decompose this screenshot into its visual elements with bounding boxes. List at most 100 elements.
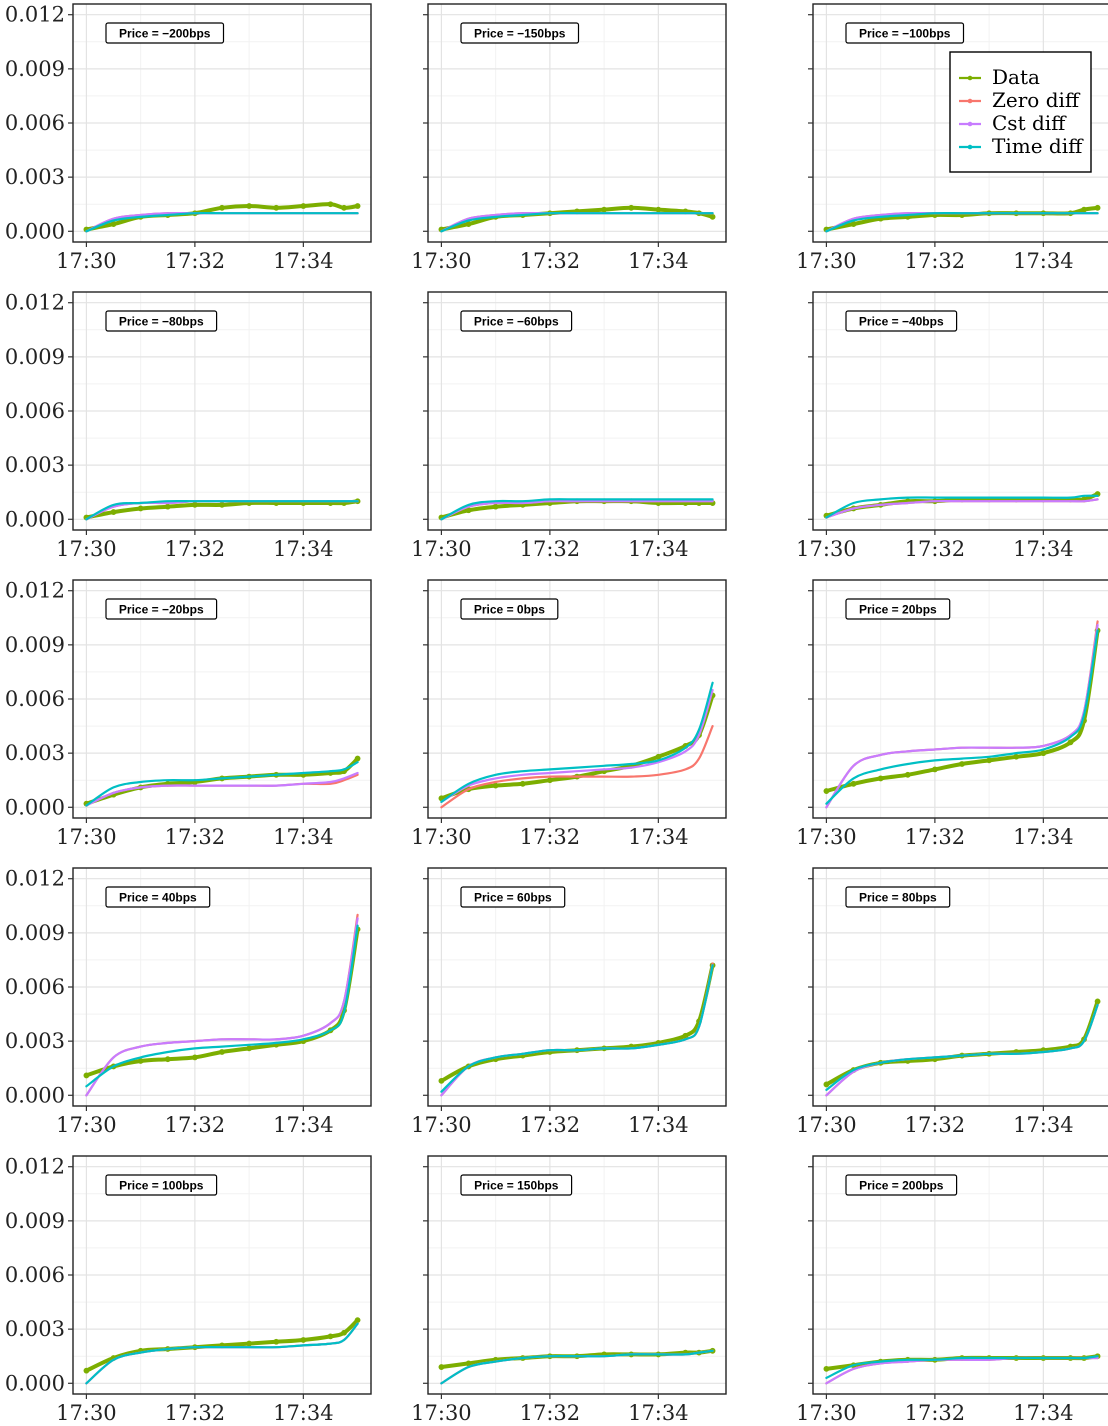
facet-label: Price = −60bps (474, 315, 559, 329)
series-line-time-diff (825, 1355, 1099, 1379)
legend-key-point (967, 75, 973, 81)
facet-panel: 17:30 17:32 17:34 Price = −60bps (411, 291, 727, 561)
x-tick-label: 17:32 (905, 1401, 966, 1425)
series-line-time-diff (440, 964, 714, 1093)
series-line-time-diff (825, 494, 1099, 519)
x-tick-label: 17:32 (165, 1401, 226, 1425)
y-tick-label: 0.009 (5, 633, 65, 657)
facet-panel: 17:30 17:32 17:34 Price = 60bps (411, 867, 727, 1137)
x-tick-label: 17:32 (165, 537, 226, 561)
series-line-data (84, 1318, 360, 1373)
series-line-data (439, 693, 715, 801)
facet-label-box (460, 310, 573, 332)
legend-label: Zero diff (992, 88, 1081, 112)
series-line-time-diff (85, 924, 359, 1088)
facet-panel: 17:30 17:32 17:34 Price = −40bps (796, 291, 1108, 561)
y-tick-label: 0.006 (5, 687, 65, 711)
x-tick-label: 17:34 (1013, 537, 1074, 561)
x-tick-label: 17:32 (905, 1113, 966, 1137)
facet-label: Price = −20bps (119, 603, 204, 617)
series-line-data (84, 499, 360, 520)
series-line-zero-diff (440, 962, 714, 1097)
facet-panel: 17:30 17:32 17:34 0.000 0.003 0.006 0.009 0.012… (5, 867, 372, 1137)
facet-label-box (105, 886, 211, 908)
x-tick-label: 17:34 (628, 249, 689, 273)
facet-panel: 17:30 17:32 17:34 Price = 0bps (411, 579, 727, 849)
x-tick-label: 17:30 (411, 249, 472, 273)
facet-label-box (460, 886, 566, 908)
y-tick-label: 0.006 (5, 975, 65, 999)
series-line-time-diff (825, 629, 1099, 805)
facet-label-box (845, 1174, 958, 1196)
facet-panel: 17:30 17:32 17:34 0.000 0.003 0.006 0.009 0.012… (5, 291, 372, 561)
y-tick-label: 0.000 (5, 1371, 65, 1395)
y-tick-label: 0.003 (5, 165, 65, 189)
facet-label: Price = 0bps (474, 603, 545, 617)
legend-box (949, 51, 1092, 173)
y-tick-label: 0.012 (5, 1155, 65, 1179)
facet-panel: 17:30 17:32 17:34 Price = −150bps (411, 3, 727, 273)
x-tick-label: 17:30 (56, 537, 117, 561)
x-tick-label: 17:30 (796, 1113, 857, 1137)
x-tick-label: 17:34 (628, 1113, 689, 1137)
facet-label: Price = 200bps (859, 1179, 944, 1193)
series-line-cst-diff (85, 917, 359, 1097)
legend-key-point (967, 121, 973, 127)
facet-label-box (845, 598, 951, 620)
series-line-time-diff (85, 1322, 359, 1385)
x-tick-label: 17:30 (411, 825, 472, 849)
y-tick-label: 0.009 (5, 345, 65, 369)
legend-label: Time diff (992, 134, 1084, 158)
y-tick-label: 0.012 (5, 3, 65, 27)
series-line-time-diff (440, 498, 714, 521)
y-tick-label: 0.000 (5, 219, 65, 243)
y-tick-label: 0.003 (5, 1317, 65, 1341)
x-tick-label: 17:34 (1013, 249, 1074, 273)
series-line-cst-diff (440, 499, 714, 521)
x-tick-label: 17:32 (520, 1113, 581, 1137)
series-line-time-diff (440, 681, 714, 803)
facet-panel: 17:30 17:32 17:34 Price = 200bps (796, 1155, 1108, 1425)
facet-label-box (460, 598, 559, 620)
y-tick-label: 0.006 (5, 1263, 65, 1287)
facet-label: Price = 40bps (119, 891, 197, 905)
series-line-time-diff (825, 211, 1099, 233)
facet-panel: 17:30 17:32 17:34 0.000 0.003 0.006 0.009 0.012… (5, 3, 372, 273)
series-line-zero-diff (440, 725, 714, 809)
facet-panel: 17:30 17:32 17:34 Price = 150bps (411, 1155, 727, 1425)
y-tick-label: 0.012 (5, 867, 65, 891)
facet-label-box (845, 886, 951, 908)
x-tick-label: 17:30 (56, 825, 117, 849)
legend-key-point (967, 144, 973, 150)
y-tick-label: 0.012 (5, 291, 65, 315)
facet-label: Price = −40bps (859, 315, 944, 329)
series-line-cst-diff (440, 964, 714, 1097)
y-tick-label: 0.000 (5, 507, 65, 531)
facet-label: Price = 80bps (859, 891, 937, 905)
x-tick-label: 17:30 (411, 1113, 472, 1137)
facet-label: Price = 20bps (859, 603, 937, 617)
x-tick-label: 17:30 (56, 1401, 117, 1425)
facet-label: Price = 60bps (474, 891, 552, 905)
y-tick-label: 0.003 (5, 741, 65, 765)
x-tick-label: 17:30 (796, 825, 857, 849)
legend-label: Data (992, 65, 1040, 89)
series-line-cst-diff (440, 688, 714, 803)
facet-panel: 17:30 17:32 17:34 0.000 0.003 0.006 0.009 0.012… (5, 1155, 372, 1425)
x-tick-label: 17:32 (905, 825, 966, 849)
series-line-cst-diff (825, 498, 1099, 519)
series-line-data (84, 927, 360, 1078)
x-tick-label: 17:34 (273, 249, 334, 273)
facet-label-box (105, 598, 218, 620)
y-tick-label: 0.009 (5, 1209, 65, 1233)
legend-key-point (967, 98, 973, 104)
x-tick-label: 17:32 (520, 249, 581, 273)
x-tick-label: 17:34 (273, 1401, 334, 1425)
x-tick-label: 17:34 (628, 825, 689, 849)
x-tick-label: 17:30 (56, 249, 117, 273)
y-tick-label: 0.006 (5, 399, 65, 423)
x-tick-label: 17:32 (165, 825, 226, 849)
facet-panel: 17:30 17:32 17:34 Price = 20bps (796, 579, 1108, 849)
